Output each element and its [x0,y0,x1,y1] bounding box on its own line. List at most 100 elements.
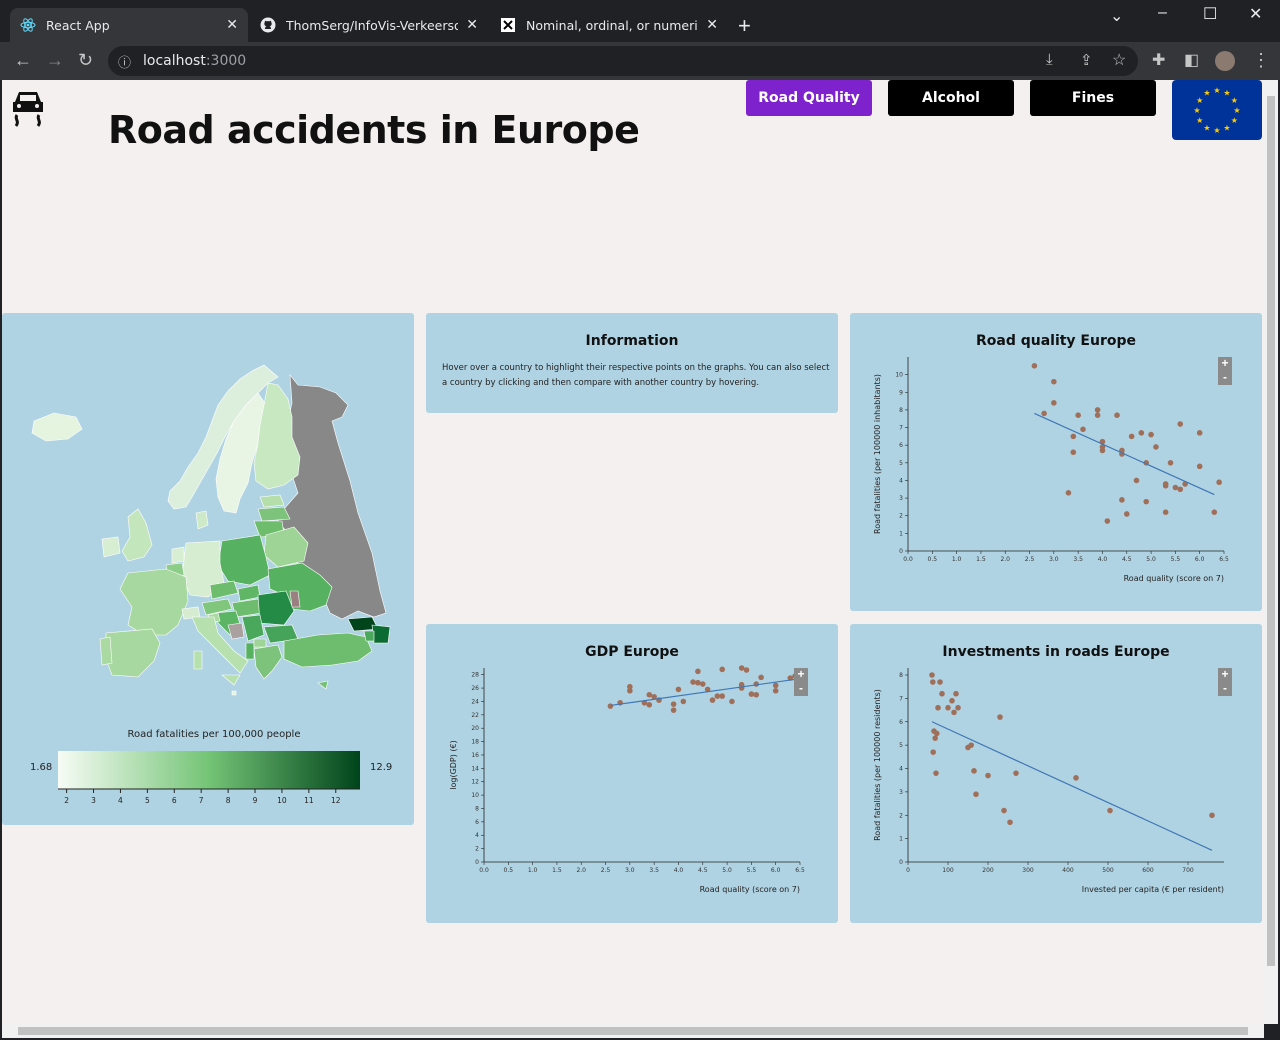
map-country-turkey [283,632,373,668]
data-point [772,682,779,689]
legend-tick-label: 9 [253,796,258,805]
x-tick-label: 0.0 [903,556,913,563]
eu-star: ★ [1196,96,1203,105]
menu-icon[interactable]: ⋮ [1252,50,1270,70]
eu-flag-icon[interactable]: ★ ★ ★ ★ ★ ★ ★ ★ ★ ★ ★ ★ [1172,80,1262,140]
data-point [971,768,977,774]
page-title: Road accidents in Europe [108,108,640,152]
y-tick-label: 8 [899,672,903,679]
share-icon[interactable]: ⇪ [1080,52,1093,69]
x-tick-label: 1.0 [952,556,962,563]
vertical-scrollbar[interactable] [1264,80,1278,1024]
eu-star: ★ [1203,89,1210,98]
profile-avatar[interactable] [1215,51,1235,71]
data-point [1211,509,1218,515]
x-tick-label: 5.5 [1171,556,1181,563]
x-tick-label: 0.0 [479,867,489,874]
data-point [1013,770,1019,776]
scrollbar-thumb[interactable] [1267,96,1275,966]
new-tab-icon[interactable]: + [738,13,751,38]
gdp-scatter[interactable]: 0.0 0.5 1.0 1.5 2.0 2.5 3.0 3.5 4.0 4.5 5.0 5.5 6.0 6… [426,624,838,923]
data-point [951,709,957,716]
tab-github[interactable]: ThomSerg/InfoVis-Verkeersongel ✕ [250,8,488,42]
x-tick-label: 3.0 [625,867,635,874]
minimize-icon[interactable]: – [1158,4,1167,21]
tab-react-app[interactable]: React App ✕ [10,8,248,42]
data-point [1167,460,1174,466]
data-point [939,690,945,697]
eu-star: ★ [1213,86,1220,95]
close-tab-icon[interactable]: ✕ [706,17,718,33]
horizontal-scrollbar[interactable] [2,1024,1264,1038]
tab-search-icon[interactable]: ⌄ [1110,8,1124,25]
y-tick-label: 1 [899,530,903,537]
map-country-moldova [289,590,301,608]
data-point [1051,378,1057,385]
data-point [607,703,614,709]
address-bar[interactable]: ⓘ localhost:3000 ⤓ ⇪ ☆ [108,46,1138,76]
y-tick-label: 7 [899,425,903,432]
data-point [1209,812,1215,819]
map-country-uk [121,508,153,562]
x-tick-label: 2.0 [1000,556,1010,563]
map-country-sicily [221,674,241,686]
data-point [973,791,979,798]
bookmark-star-icon[interactable]: ☆ [1112,52,1127,69]
trend-line [931,721,1213,851]
data-point [1114,412,1120,418]
close-window-icon[interactable]: ✕ [1249,6,1263,23]
y-tick-label: 3 [899,495,903,502]
extensions-icon[interactable]: ✚ [1152,52,1166,69]
data-point [753,691,760,698]
data-point [935,704,941,711]
tab-nominal[interactable]: Nominal, ordinal, or numerical va ✕ [490,8,728,42]
zoom-out-button[interactable]: - [799,681,803,695]
data-point [1007,819,1013,826]
road-quality-button[interactable]: Road Quality [746,80,872,116]
map-country-latvia [257,506,291,522]
road-quality-scatter[interactable]: 0.0 0.5 1.0 1.5 2.0 2.5 3.0 3.5 4.0 4.5 5.0 5.5 6.0 6… [850,313,1262,611]
legend-min-label: 1.68 [30,762,52,773]
close-tab-icon[interactable]: ✕ [466,17,478,33]
x-tick-label: 300 [1022,867,1034,874]
zoom-in-button[interactable]: + [1221,356,1229,370]
zoom-out-button[interactable]: - [1223,370,1227,384]
data-point [670,707,677,713]
x-tick-label: 6.0 [771,867,781,874]
fines-button[interactable]: Fines [1030,80,1156,116]
y-tick-label: 14 [471,765,479,772]
map-country-sardinia [193,650,203,670]
close-tab-icon[interactable]: ✕ [226,17,238,33]
legend-tick-label: 10 [277,796,287,805]
information-title: Information [585,333,679,349]
data-point [1119,497,1125,503]
zoom-in-button[interactable]: + [1221,667,1229,681]
data-point [714,693,721,699]
map-country-ireland [101,536,121,558]
information-text: Hover over a country to highlight their … [442,363,830,388]
back-icon[interactable]: ← [14,50,32,70]
legend-tick-label: 8 [226,796,231,805]
x-tick-label: 5.0 [722,867,732,874]
map-country-albania [245,642,255,660]
legend-title: Road fatalities per 100,000 people [128,729,301,740]
investments-scatter[interactable]: 0 100 200 300 400 500 600 700 0 1 2 3 4 5 6 7 8 Invested … [850,624,1262,923]
data-point [1075,412,1081,418]
data-point [627,683,633,690]
europe-choropleth-map[interactable]: Road fatalities per 100,000 people 1.68 … [2,313,414,825]
alcohol-button[interactable]: Alcohol [888,80,1014,116]
side-panel-icon[interactable]: ◧ [1184,52,1200,69]
install-icon[interactable]: ⤓ [1046,51,1053,68]
eu-star: ★ [1213,126,1220,135]
legend-tick-label: 7 [199,796,204,805]
zoom-out-button[interactable]: - [1223,681,1227,695]
zoom-in-button[interactable]: + [797,667,805,681]
reload-icon[interactable]: ↻ [78,50,94,70]
site-info-icon[interactable]: ⓘ [118,55,132,70]
data-point [1143,498,1150,505]
scrollbar-thumb[interactable] [18,1027,1248,1035]
forward-icon[interactable]: → [46,50,64,70]
legend-tick-label: 5 [145,796,150,805]
maximize-icon[interactable]: ☐ [1203,6,1218,23]
browser-tab-strip: React App ✕ ThomSerg/InfoVis-Verkeersong… [0,0,1280,42]
